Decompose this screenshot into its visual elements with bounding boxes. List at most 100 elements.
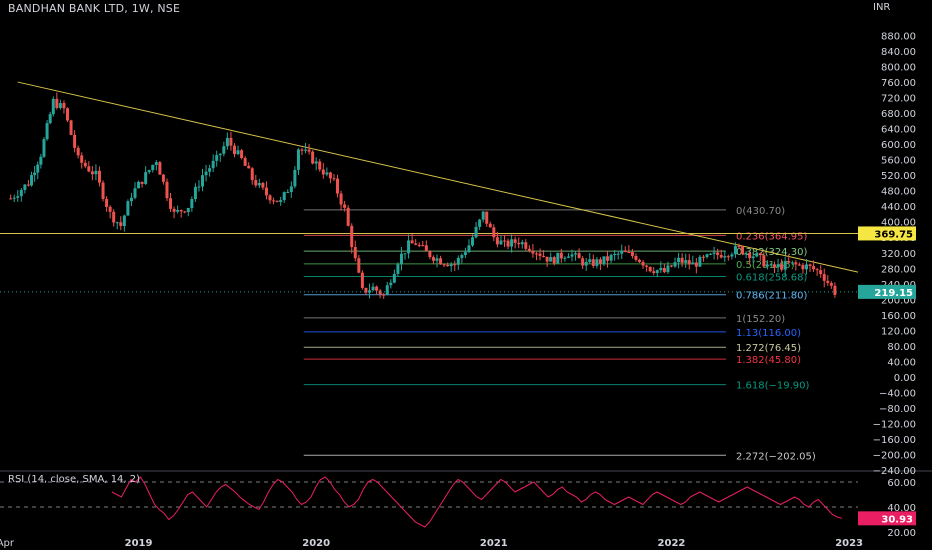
fib-level-label: 2.272(−202.05) (736, 451, 816, 462)
rsi-indicator-label[interactable]: RSI (14, close, SMA, 14, 2) (8, 474, 141, 485)
candle-body (620, 250, 624, 254)
fib-level-label: 0.618(258.68) (736, 273, 808, 284)
fib-level-label: 1.618(−19.90) (736, 381, 810, 392)
candle-body (744, 252, 748, 254)
candle-body (119, 222, 123, 227)
candle-body (286, 191, 290, 193)
candle-body (733, 246, 737, 255)
candle-body (407, 240, 411, 254)
candle-body (662, 268, 666, 273)
candle-body (616, 253, 620, 255)
y-tick-label: −40.00 (879, 388, 916, 399)
candle-body (517, 242, 521, 245)
level-price-text: 369.75 (874, 229, 913, 240)
fib-level-label: 0.236(364.95) (736, 231, 808, 242)
candle-body (30, 175, 34, 186)
candle-body (570, 254, 574, 257)
candle-body (353, 247, 357, 259)
candle-body (364, 287, 368, 293)
candle-body (176, 210, 180, 212)
candle-body (257, 183, 261, 186)
candle-body (467, 245, 471, 253)
candle-body (833, 285, 837, 295)
fib-level-label: 1.382(45.80) (736, 355, 801, 366)
candle-body (794, 262, 798, 265)
candle-body (755, 253, 759, 257)
y-tick-label: 40.00 (887, 357, 916, 368)
candle-body (45, 123, 49, 140)
candle-body (680, 257, 684, 263)
candle-body (694, 262, 698, 267)
candle-body (282, 192, 286, 201)
candle-body (385, 285, 389, 295)
candle-body (197, 186, 201, 188)
last-price-tag (858, 284, 916, 299)
candle-body (719, 254, 723, 258)
candle-body (42, 139, 46, 157)
candle-body (144, 172, 148, 184)
candle-body (463, 252, 467, 256)
x-tick-label: 2022 (658, 538, 686, 549)
y-tick-label: 200.00 (881, 295, 916, 306)
candle-body (829, 282, 833, 286)
y-tick-label: 880.00 (881, 32, 916, 43)
candle-body (549, 257, 553, 262)
y-tick-label: 840.00 (881, 47, 916, 58)
y-tick-label: 440.00 (881, 202, 916, 213)
candle-body (336, 178, 340, 194)
candle-body (318, 161, 322, 170)
candle-body (115, 222, 119, 224)
candle-body (190, 199, 194, 209)
candle-body (559, 252, 563, 259)
candle-body (542, 255, 546, 257)
candle-body (410, 240, 414, 244)
candle-body (165, 181, 169, 199)
y-tick-label: −160.00 (873, 435, 916, 446)
candle-body (630, 252, 634, 256)
candle-body (474, 226, 478, 238)
candle-body (439, 258, 443, 265)
fib-level-label: 1.13(116.00) (736, 328, 801, 339)
candle-body (321, 169, 325, 175)
candle-body (684, 260, 688, 263)
fib-level-label: 0(430.70) (736, 206, 785, 217)
candle-body (574, 253, 578, 255)
candle-body (762, 255, 766, 267)
candle-body (204, 171, 208, 176)
rsi-tick-label: 60.00 (887, 478, 916, 489)
candle-body (112, 211, 116, 223)
candle-body (343, 204, 347, 208)
candle-body (492, 227, 496, 238)
candle-body (208, 168, 212, 172)
candle-body (261, 183, 265, 188)
candle-body (58, 103, 62, 108)
candle-body (723, 256, 727, 258)
candle-body (534, 253, 538, 255)
fib-level-label: 0.5(291.45) (736, 260, 795, 271)
candle-body (183, 211, 187, 213)
y-tick-label: 600.00 (881, 140, 916, 151)
candle-body (26, 184, 30, 186)
candle-body (506, 240, 510, 247)
candle-body (69, 120, 73, 135)
candle-body (783, 261, 787, 270)
candle-body (584, 261, 588, 266)
chart-title: BANDHAN BANK LTD, 1W, NSE (8, 2, 181, 15)
candle-body (201, 175, 205, 187)
candle-body (225, 137, 229, 147)
candle-body (421, 245, 425, 247)
candle-body (428, 251, 432, 258)
candle-body (229, 137, 233, 146)
candle-body (9, 198, 13, 200)
y-tick-label: 800.00 (881, 63, 916, 74)
y-tick-label: −200.00 (873, 450, 916, 461)
y-tick-label: 680.00 (881, 109, 916, 120)
candle-body (193, 186, 197, 200)
y-tick-label: 320.00 (881, 249, 916, 260)
candle-body (442, 264, 446, 266)
candle-body (758, 253, 762, 256)
candle-body (730, 254, 734, 257)
candle-body (325, 172, 329, 175)
candle-body (403, 253, 407, 255)
